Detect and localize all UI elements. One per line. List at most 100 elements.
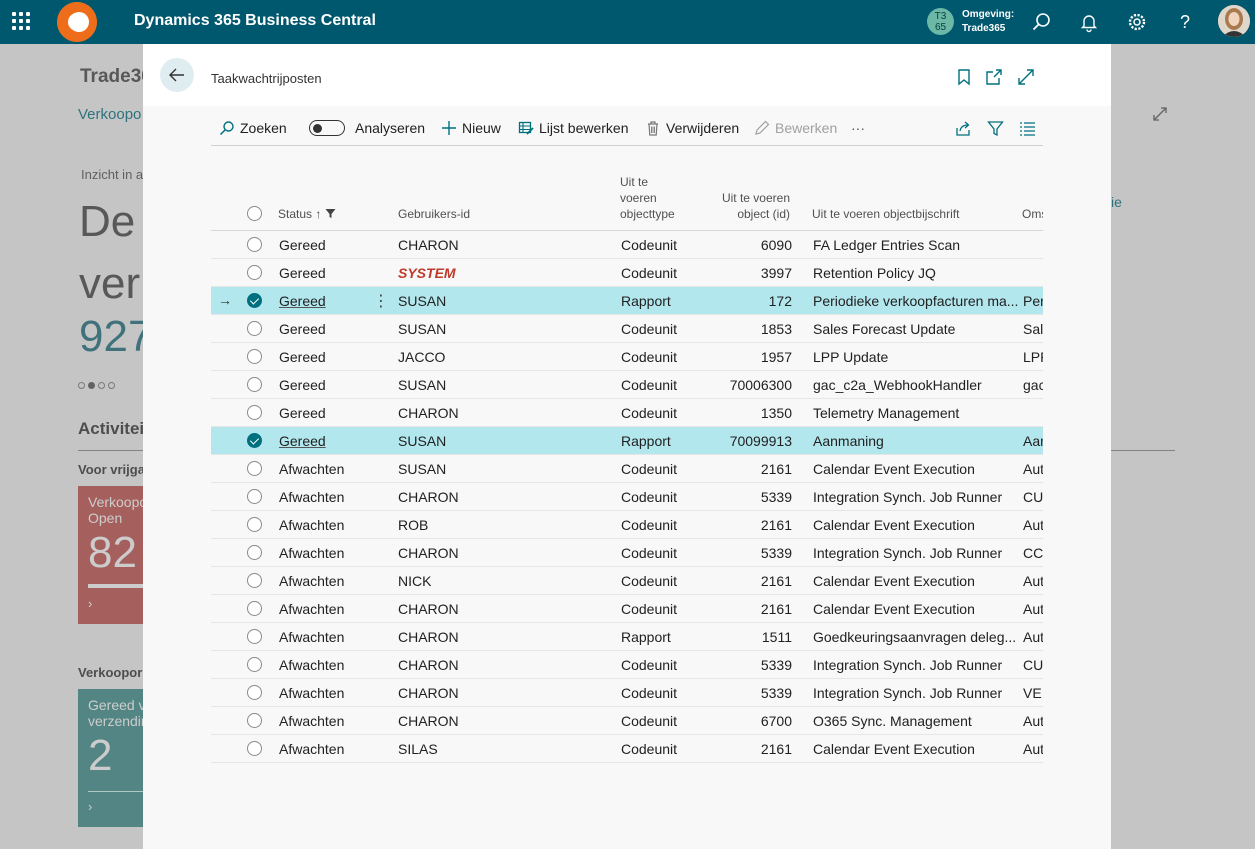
filter-icon[interactable]: [987, 117, 1009, 139]
column-header-object-type[interactable]: Uit te voeren objecttype: [620, 175, 675, 221]
cell-object-id: 1511: [761, 629, 792, 645]
table-row[interactable]: Afwachten CHARON Rapport 1511 Goedkeuringsaa…: [211, 623, 1043, 651]
cell-status[interactable]: Gereed: [279, 405, 326, 421]
column-header-status[interactable]: Status ↑: [278, 206, 336, 222]
share-icon[interactable]: [955, 117, 977, 139]
gear-icon[interactable]: [1126, 11, 1148, 33]
table-row[interactable]: Afwachten ROB Codeunit 2161 Calendar Event E…: [211, 511, 1043, 539]
row-select-checkbox[interactable]: [247, 545, 262, 560]
row-select-checkbox[interactable]: [247, 461, 262, 476]
app-launcher-icon[interactable]: [12, 12, 30, 30]
cell-status[interactable]: Gereed: [279, 293, 326, 309]
table-row[interactable]: Gereed SUSAN Rapport 70099913 Aanmaning Aan: [211, 427, 1043, 455]
cell-object-caption: O365 Sync. Management: [813, 713, 972, 729]
column-header-user-id[interactable]: Gebruikers-id: [398, 207, 471, 221]
toggle-switch[interactable]: [309, 120, 345, 136]
cell-status[interactable]: Afwachten: [279, 685, 345, 701]
row-select-checkbox[interactable]: [247, 377, 262, 392]
headline-line2: ver: [79, 259, 141, 308]
cell-status[interactable]: Afwachten: [279, 545, 345, 561]
table-row[interactable]: Afwachten CHARON Codeunit 2161 Calendar Even…: [211, 595, 1043, 623]
table-row[interactable]: Afwachten CHARON Codeunit 5339 Integration S…: [211, 679, 1043, 707]
table-row[interactable]: Gereed CHARON Codeunit 1350 Telemetry Manage…: [211, 399, 1043, 427]
row-select-checkbox[interactable]: [247, 741, 262, 756]
row-select-checkbox[interactable]: [247, 517, 262, 532]
tile-label-1: Gereed v: [88, 697, 146, 713]
edit-list-button[interactable]: Lijst bewerken: [518, 117, 629, 139]
cell-status[interactable]: Afwachten: [279, 573, 345, 589]
table-row[interactable]: Afwachten SILAS Codeunit 2161 Calendar Event…: [211, 735, 1043, 763]
row-select-checkbox[interactable]: [247, 629, 262, 644]
table-row[interactable]: Gereed SUSAN Codeunit 1853 Sales Forecast Up…: [211, 315, 1043, 343]
cell-status[interactable]: Gereed: [279, 265, 326, 281]
bookmark-icon[interactable]: [955, 68, 973, 86]
row-select-checkbox[interactable]: [247, 265, 262, 280]
cell-status[interactable]: Gereed: [279, 377, 326, 393]
delete-button[interactable]: Verwijderen: [645, 117, 739, 139]
back-button[interactable]: [160, 58, 194, 92]
cell-status[interactable]: Afwachten: [279, 657, 345, 673]
edit-button[interactable]: Bewerken: [754, 117, 837, 139]
cell-status[interactable]: Gereed: [279, 237, 326, 253]
table-row[interactable]: Gereed CHARON Codeunit 6090 FA Ledger Entrie…: [211, 231, 1043, 259]
row-select-checkbox[interactable]: [247, 433, 262, 448]
environment-label[interactable]: Omgeving: Trade365: [962, 8, 1014, 36]
row-select-checkbox[interactable]: [247, 349, 262, 364]
table-row[interactable]: Gereed SUSAN Codeunit 70006300 gac_c2a_Webho…: [211, 371, 1043, 399]
table-row[interactable]: Gereed JACCO Codeunit 1957 LPP Update LPP: [211, 343, 1043, 371]
row-select-checkbox[interactable]: [247, 685, 262, 700]
help-icon[interactable]: ?: [1179, 12, 1190, 32]
carousel-dots[interactable]: [78, 382, 115, 389]
row-select-checkbox[interactable]: [247, 237, 262, 252]
bell-icon[interactable]: [1078, 11, 1100, 33]
cell-status[interactable]: Gereed: [279, 433, 326, 449]
sort-ascending-icon: ↑: [312, 207, 322, 221]
app-title[interactable]: Dynamics 365 Business Central: [134, 12, 376, 29]
table-row[interactable]: Afwachten NICK Codeunit 2161 Calendar Event …: [211, 567, 1043, 595]
open-new-window-icon[interactable]: [985, 68, 1003, 86]
cell-status[interactable]: Afwachten: [279, 629, 345, 645]
cell-status[interactable]: Afwachten: [279, 517, 345, 533]
cell-status[interactable]: Afwachten: [279, 601, 345, 617]
table-row[interactable]: → Gereed ⋮ SUSAN Rapport 172 Periodieke verkoo…: [211, 287, 1043, 315]
select-all-checkbox[interactable]: [247, 206, 262, 221]
column-header-description[interactable]: Oms: [1022, 207, 1043, 221]
row-select-checkbox[interactable]: [247, 489, 262, 504]
analyze-toggle[interactable]: Analyseren: [309, 117, 425, 139]
chevron-right-icon: ›: [88, 596, 93, 611]
search-button[interactable]: Zoeken: [219, 117, 287, 139]
table-row[interactable]: Afwachten CHARON Codeunit 6700 O365 Sync. Ma…: [211, 707, 1043, 735]
table-row[interactable]: Afwachten CHARON Codeunit 5339 Integration S…: [211, 539, 1043, 567]
cell-status[interactable]: Afwachten: [279, 713, 345, 729]
cell-status[interactable]: Afwachten: [279, 461, 345, 477]
row-select-checkbox[interactable]: [247, 321, 262, 336]
more-options-button[interactable]: ···: [851, 120, 865, 136]
cell-status[interactable]: Afwachten: [279, 489, 345, 505]
cell-user-id: SUSAN: [398, 461, 447, 477]
cell-status[interactable]: Afwachten: [279, 741, 345, 757]
row-select-checkbox[interactable]: [247, 573, 262, 588]
cell-status[interactable]: Gereed: [279, 321, 326, 337]
expand-icon[interactable]: [1152, 106, 1168, 127]
row-select-checkbox[interactable]: [247, 657, 262, 672]
cell-status[interactable]: Gereed: [279, 349, 326, 365]
table-row[interactable]: Afwachten CHARON Codeunit 5339 Integration S…: [211, 483, 1043, 511]
row-select-checkbox[interactable]: [247, 405, 262, 420]
table-body: Gereed CHARON Codeunit 6090 FA Ledger Entrie…: [211, 231, 1043, 763]
row-actions-icon[interactable]: ⋮: [373, 293, 389, 310]
row-select-checkbox[interactable]: [247, 601, 262, 616]
new-button[interactable]: Nieuw: [441, 117, 501, 139]
expand-icon[interactable]: [1017, 68, 1035, 86]
column-header-object-caption[interactable]: Uit te voeren objectbijschrift: [812, 207, 960, 221]
search-icon[interactable]: [1031, 11, 1053, 33]
table-row[interactable]: Afwachten SUSAN Codeunit 2161 Calendar Event…: [211, 455, 1043, 483]
environment-badge[interactable]: T3 65: [927, 8, 954, 35]
row-select-checkbox[interactable]: [247, 713, 262, 728]
table-row[interactable]: Afwachten CHARON Codeunit 5339 Integration S…: [211, 651, 1043, 679]
user-avatar[interactable]: [1218, 5, 1250, 37]
table-row[interactable]: Gereed SYSTEM Codeunit 3997 Retention Policy…: [211, 259, 1043, 287]
column-header-object-id[interactable]: Uit te voeren object (id): [721, 191, 790, 221]
row-select-checkbox[interactable]: [247, 293, 262, 308]
list-view-icon[interactable]: [1019, 117, 1041, 139]
background-link[interactable]: Verkoopo: [78, 106, 142, 123]
